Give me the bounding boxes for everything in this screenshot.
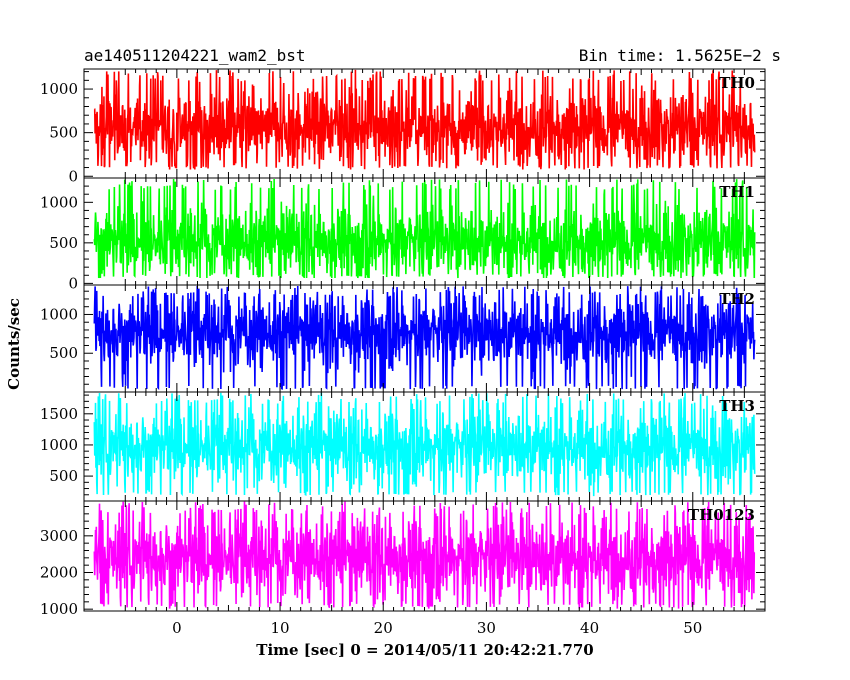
chart-title-right: Bin time: 1.5625E−2 s [579,46,781,65]
panel-label: TH3 [719,397,755,415]
series-line-th2 [93,285,756,391]
y-tick-label: 500 [49,467,78,485]
y-tick-label: 0 [68,167,78,185]
panel-label: TH0123 [688,506,755,524]
panel-th0123: 1000 2000 3000 TH0123 [40,500,766,618]
series-line-th3 [93,392,756,497]
x-tick-label: 20 [374,619,393,637]
panel-label: TH0 [719,74,755,92]
y-tick-label: 1000 [40,305,78,323]
y-tick-label: 1500 [40,405,78,423]
x-tick-label: 0 [172,619,182,637]
y-axis-label: Counts/sec [5,298,23,390]
y-tick-label: 500 [49,124,78,142]
panel-th1: 0 500 1000 TH1 [40,177,766,292]
series-line-th1 [93,178,756,279]
y-tick-label: 1000 [40,600,78,618]
panel-label: TH1 [719,183,755,201]
y-tick-label: 1000 [40,193,78,211]
series-line-th0123 [93,501,756,609]
y-tick-label: 2000 [40,564,78,582]
y-tick-label: 3000 [40,527,78,545]
x-axis-label: Time [sec] 0 = 2014/05/11 20:42:21.770 [256,641,593,659]
chart-title-left: ae140511204221_wam2_bst [84,46,306,65]
series-line-th0 [93,69,756,170]
panel-th0: 0 500 1000 TH0 [40,68,766,185]
panel-th3: 500 1000 1500 TH3 [40,391,766,502]
y-tick-label: 500 [49,234,78,252]
x-tick-label: 10 [270,619,289,637]
x-tick-label: 50 [683,619,702,637]
x-tick-label: 30 [477,619,496,637]
y-tick-label: 1000 [40,80,78,98]
y-tick-label: 0 [68,274,78,292]
x-tick-label: 40 [580,619,599,637]
panel-label: TH2 [719,290,755,308]
x-axis: 0 10 20 30 40 50 [172,619,702,637]
panel-th2: 500 1000 TH2 [40,284,766,393]
y-tick-label: 500 [49,344,78,362]
y-tick-label: 1000 [40,436,78,454]
